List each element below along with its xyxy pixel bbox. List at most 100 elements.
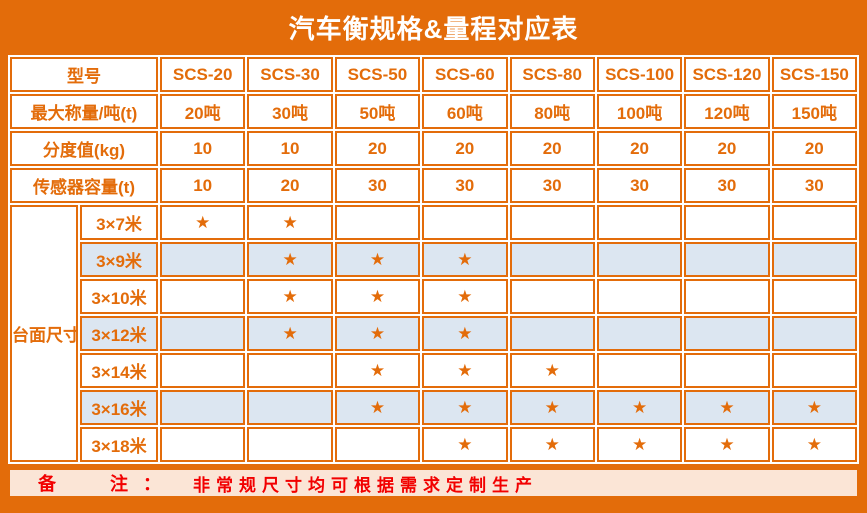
star-cell bbox=[334, 427, 421, 462]
model-column-header: SCS-20 bbox=[160, 57, 246, 92]
star-cell bbox=[247, 427, 333, 462]
model-header-cell: 型号 bbox=[10, 57, 158, 92]
star-cell: ★ bbox=[596, 390, 683, 425]
platform-size-label: 3×16米 bbox=[80, 390, 158, 425]
spec-value-cell: 30 bbox=[509, 168, 595, 203]
star-cell bbox=[596, 316, 683, 351]
spec-row-sensor-capacity: 传感器容量(t) 10 20 30 30 30 30 30 30 bbox=[10, 168, 857, 203]
model-column-header: SCS-150 bbox=[771, 57, 857, 92]
spec-value-cell: 20 bbox=[684, 131, 770, 166]
spec-row-division: 分度值(kg) 10 10 20 20 20 20 20 20 bbox=[10, 131, 857, 166]
star-cell bbox=[771, 242, 857, 277]
spec-value-cell: 150吨 bbox=[771, 94, 857, 129]
star-cell bbox=[509, 242, 595, 277]
star-cell: ★ bbox=[422, 353, 508, 388]
spec-value-cell: 30 bbox=[684, 168, 770, 203]
note-label: 备 注 ： bbox=[38, 474, 163, 494]
page-title: 汽车衡规格&量程对应表 bbox=[288, 14, 579, 44]
star-cell bbox=[422, 205, 508, 240]
spec-value-cell: 100吨 bbox=[596, 94, 683, 129]
star-cell bbox=[160, 427, 246, 462]
platform-row-3x9: 3×9米 ★ ★ ★ bbox=[10, 242, 857, 277]
star-cell bbox=[509, 205, 595, 240]
star-cell: ★ bbox=[247, 242, 333, 277]
spec-row-label: 最大称量/吨(t) bbox=[10, 94, 158, 129]
star-cell bbox=[509, 316, 595, 351]
spec-value-cell: 10 bbox=[247, 131, 333, 166]
spec-value-cell: 20 bbox=[771, 131, 857, 166]
spec-value-cell: 10 bbox=[160, 131, 246, 166]
star-cell bbox=[160, 390, 246, 425]
spec-value-cell: 20 bbox=[334, 131, 421, 166]
star-cell bbox=[160, 353, 246, 388]
spec-value-cell: 30吨 bbox=[247, 94, 333, 129]
note-bar: 备 注 ： 非常规尺寸均可根据需求定制生产 bbox=[8, 468, 859, 498]
star-cell: ★ bbox=[334, 390, 421, 425]
star-cell bbox=[684, 205, 770, 240]
spec-value-cell: 30 bbox=[334, 168, 421, 203]
star-cell: ★ bbox=[422, 279, 508, 314]
spec-row-label: 传感器容量(t) bbox=[10, 168, 158, 203]
note-text: 非常规尺寸均可根据需求定制生产 bbox=[193, 475, 538, 495]
platform-size-label: 3×12米 bbox=[80, 316, 158, 351]
spec-table: 型号 SCS-20 SCS-30 SCS-50 SCS-60 SCS-80 SC… bbox=[8, 55, 859, 464]
platform-row-3x7: 台面尺寸 3×7米 ★ ★ bbox=[10, 205, 857, 462]
star-cell: ★ bbox=[247, 279, 333, 314]
star-cell: ★ bbox=[771, 427, 857, 462]
platform-group-label: 台面尺寸 bbox=[10, 205, 78, 462]
star-cell: ★ bbox=[422, 390, 508, 425]
star-cell bbox=[771, 353, 857, 388]
star-cell bbox=[596, 353, 683, 388]
star-cell: ★ bbox=[334, 242, 421, 277]
spec-row-label: 分度值(kg) bbox=[10, 131, 158, 166]
model-column-header: SCS-60 bbox=[422, 57, 508, 92]
spec-value-cell: 20 bbox=[247, 168, 333, 203]
platform-row-3x12: 3×12米 ★ ★ ★ bbox=[10, 316, 857, 351]
star-cell bbox=[509, 279, 595, 314]
star-cell bbox=[596, 205, 683, 240]
spec-row-max-weight: 最大称量/吨(t) 20吨 30吨 50吨 60吨 80吨 100吨 120吨 … bbox=[10, 94, 857, 129]
model-header-row: 型号 SCS-20 SCS-30 SCS-50 SCS-60 SCS-80 SC… bbox=[10, 57, 857, 92]
spec-value-cell: 30 bbox=[596, 168, 683, 203]
platform-size-label: 3×7米 bbox=[80, 205, 158, 240]
star-cell bbox=[160, 242, 246, 277]
platform-row-3x14: 3×14米 ★ ★ ★ bbox=[10, 353, 857, 388]
star-cell bbox=[160, 279, 246, 314]
spec-value-cell: 50吨 bbox=[334, 94, 421, 129]
spec-value-cell: 80吨 bbox=[509, 94, 595, 129]
star-cell: ★ bbox=[334, 353, 421, 388]
star-cell bbox=[684, 242, 770, 277]
spec-value-cell: 60吨 bbox=[422, 94, 508, 129]
spec-value-cell: 10 bbox=[160, 168, 246, 203]
star-cell bbox=[684, 316, 770, 351]
platform-size-label: 3×14米 bbox=[80, 353, 158, 388]
star-cell: ★ bbox=[509, 390, 595, 425]
model-column-header: SCS-120 bbox=[684, 57, 770, 92]
star-cell: ★ bbox=[160, 205, 246, 240]
spec-value-cell: 30 bbox=[771, 168, 857, 203]
star-cell: ★ bbox=[422, 316, 508, 351]
star-cell: ★ bbox=[684, 427, 770, 462]
star-cell: ★ bbox=[422, 242, 508, 277]
star-cell bbox=[771, 205, 857, 240]
model-column-header: SCS-50 bbox=[334, 57, 421, 92]
star-cell: ★ bbox=[509, 427, 595, 462]
spec-value-cell: 20 bbox=[509, 131, 595, 166]
platform-row-3x18: 3×18米 ★ ★ ★ ★ ★ bbox=[10, 427, 857, 462]
star-cell: ★ bbox=[509, 353, 595, 388]
star-cell bbox=[247, 353, 333, 388]
platform-row-3x10: 3×10米 ★ ★ ★ bbox=[10, 279, 857, 314]
model-column-header: SCS-30 bbox=[247, 57, 333, 92]
spec-value-cell: 30 bbox=[422, 168, 508, 203]
star-cell bbox=[771, 279, 857, 314]
star-cell: ★ bbox=[596, 427, 683, 462]
spec-value-cell: 20吨 bbox=[160, 94, 246, 129]
star-cell bbox=[247, 390, 333, 425]
spec-value-cell: 20 bbox=[596, 131, 683, 166]
platform-size-label: 3×10米 bbox=[80, 279, 158, 314]
platform-size-label: 3×18米 bbox=[80, 427, 158, 462]
platform-size-label: 3×9米 bbox=[80, 242, 158, 277]
platform-row-3x16: 3×16米 ★ ★ ★ ★ ★ ★ bbox=[10, 390, 857, 425]
star-cell bbox=[684, 279, 770, 314]
